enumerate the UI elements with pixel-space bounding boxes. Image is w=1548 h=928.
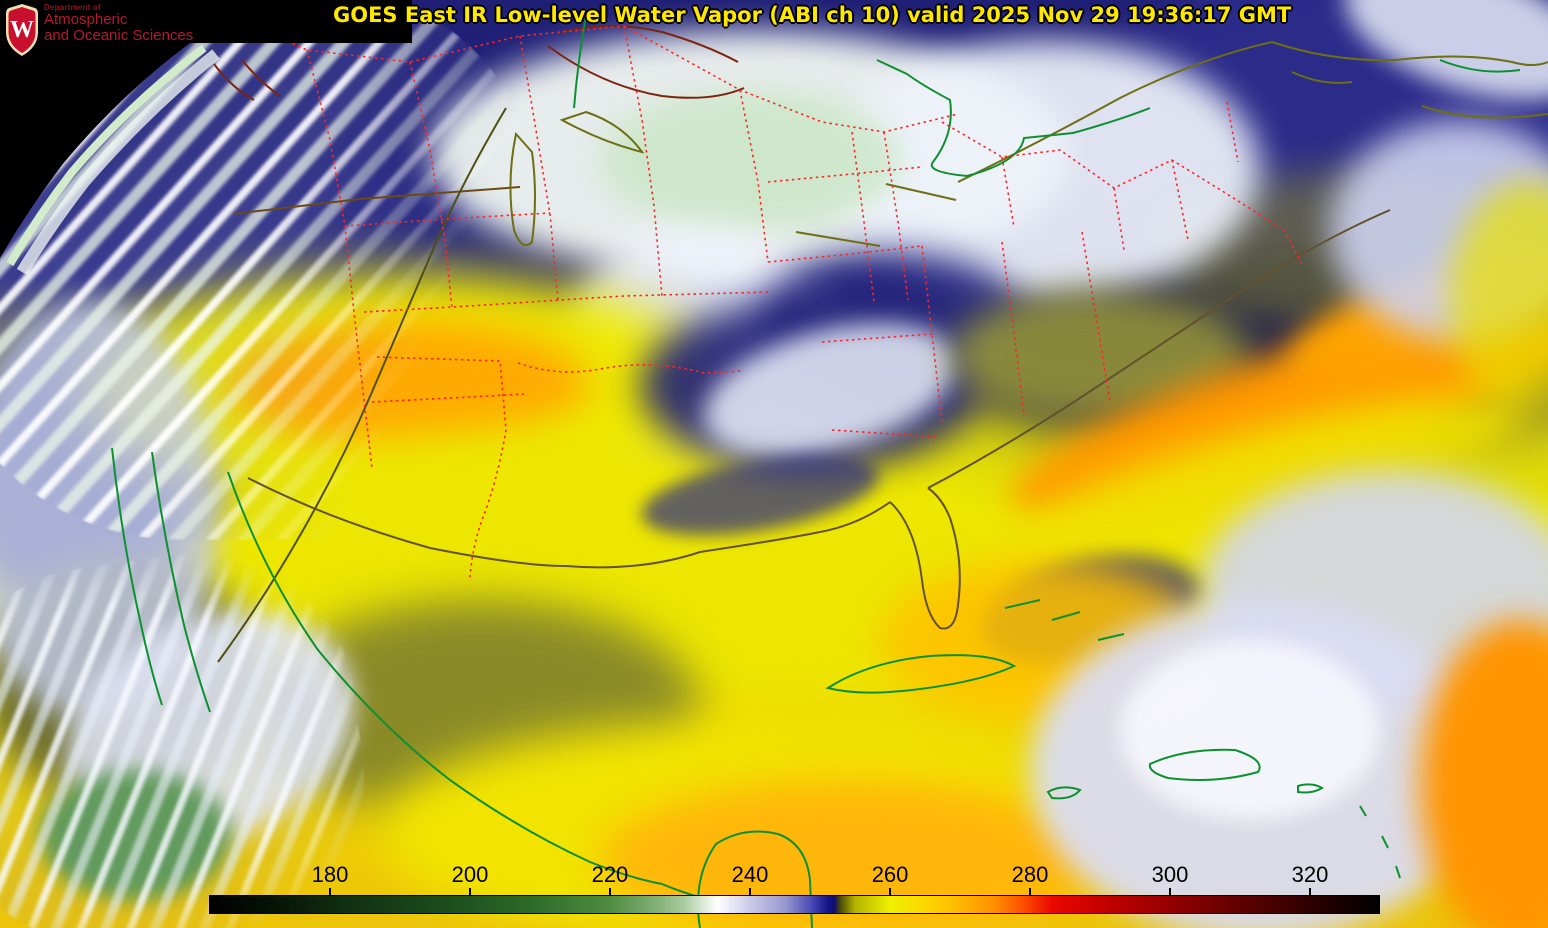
colorbar-tick-mark — [469, 888, 472, 895]
logo-name-line1: Atmospheric — [44, 11, 128, 29]
colorbar-tick-mark — [1169, 888, 1172, 895]
colorbar-tick-label: 320 — [1291, 862, 1329, 887]
colorbar-tick-label: 280 — [1011, 862, 1049, 887]
logo-department-line: Department of — [44, 3, 101, 12]
university-crest-icon: W — [6, 4, 38, 56]
brown-boundaries — [217, 107, 521, 663]
colorbar-tick-mark — [889, 888, 892, 895]
us-coastline — [247, 209, 1391, 630]
colorbar-tick-label: 180 — [311, 862, 349, 887]
state-borders — [209, 7, 1303, 579]
colorbar-tick-label: 200 — [451, 862, 489, 887]
green-coastlines — [111, 15, 1521, 928]
space-corner — [0, 0, 412, 258]
svg-text:W: W — [10, 17, 34, 43]
colorbar-tick-label: 220 — [591, 862, 629, 887]
colorbar-tick-label: 300 — [1151, 862, 1189, 887]
colorbar: 180 200 220 240 260 280 300 320 — [209, 862, 1380, 914]
logo-text: Department of Atmospheric and Oceanic Sc… — [44, 3, 194, 45]
imagery-blob — [600, 90, 900, 230]
image-title: GOES East IR Low-level Water Vapor (ABI … — [333, 3, 1292, 27]
colorbar-tick-label: 240 — [731, 862, 769, 887]
colorbar-tick-label: 260 — [871, 862, 909, 887]
colorbar-tick-mark — [328, 888, 331, 895]
imagery-blob — [1120, 640, 1380, 820]
logo-background — [0, 0, 412, 43]
earth-limb — [6, 44, 220, 276]
colorbar-tick-mark — [1028, 888, 1031, 895]
colorbar-tick-mark — [749, 888, 751, 895]
colorbar-gradient — [209, 895, 1380, 914]
logo-name-line2: and Oceanic Sciences — [44, 27, 194, 45]
great-lakes-outlines — [509, 41, 1548, 247]
colorbar-tick-mark — [1308, 888, 1311, 895]
colorbar-tick-mark — [608, 888, 611, 895]
